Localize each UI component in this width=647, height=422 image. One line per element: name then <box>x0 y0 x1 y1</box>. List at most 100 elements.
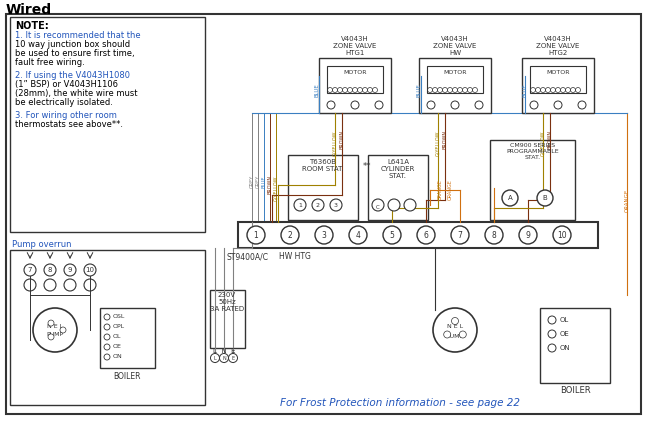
Circle shape <box>475 101 483 109</box>
Text: 7: 7 <box>28 267 32 273</box>
Text: T6360B
ROOM STAT.: T6360B ROOM STAT. <box>302 159 344 172</box>
Text: 1: 1 <box>254 230 258 240</box>
Circle shape <box>427 101 435 109</box>
Text: GREY: GREY <box>256 175 261 188</box>
Text: HW HTG: HW HTG <box>279 252 311 261</box>
Circle shape <box>519 226 537 244</box>
Circle shape <box>24 264 36 276</box>
Text: be electrically isolated.: be electrically isolated. <box>15 98 113 107</box>
Text: thermostats see above**.: thermostats see above**. <box>15 120 123 129</box>
Text: BROWN: BROWN <box>267 175 272 194</box>
Circle shape <box>459 331 466 338</box>
Text: ON: ON <box>560 345 571 351</box>
Text: CM900 SERIES
PROGRAMMABLE
STAT.: CM900 SERIES PROGRAMMABLE STAT. <box>506 143 559 160</box>
Circle shape <box>485 226 503 244</box>
Circle shape <box>452 317 459 325</box>
Text: OSL: OSL <box>113 314 126 319</box>
Bar <box>540 308 610 383</box>
Text: L  N  E: L N E <box>213 348 236 354</box>
Circle shape <box>537 190 553 206</box>
Text: G/YELLOW: G/YELLOW <box>435 130 441 155</box>
Text: 10 way junction box should: 10 way junction box should <box>15 40 130 49</box>
Circle shape <box>64 264 76 276</box>
Text: 10: 10 <box>557 230 567 240</box>
Circle shape <box>84 264 96 276</box>
Text: ORANGE: ORANGE <box>448 180 452 200</box>
Circle shape <box>64 279 76 291</box>
Bar <box>10 17 205 232</box>
Text: N: N <box>222 355 226 360</box>
Circle shape <box>48 320 54 326</box>
Circle shape <box>375 101 383 109</box>
Circle shape <box>210 354 219 362</box>
Text: 1. It is recommended that the: 1. It is recommended that the <box>15 31 140 40</box>
Circle shape <box>48 334 54 340</box>
Text: 1: 1 <box>298 203 302 208</box>
Circle shape <box>349 226 367 244</box>
Text: BLUE: BLUE <box>523 83 528 97</box>
Circle shape <box>351 101 359 109</box>
Text: BLUE: BLUE <box>417 83 422 97</box>
Bar <box>530 66 586 93</box>
Bar <box>288 155 358 220</box>
Circle shape <box>451 101 459 109</box>
Text: G/YELLOW: G/YELLOW <box>333 130 338 155</box>
Text: 3: 3 <box>322 230 327 240</box>
Text: G/YELLOW: G/YELLOW <box>540 130 545 155</box>
Circle shape <box>444 331 451 338</box>
Circle shape <box>417 226 435 244</box>
Text: L: L <box>214 355 216 360</box>
Circle shape <box>548 344 556 352</box>
Circle shape <box>60 327 66 333</box>
Text: 8: 8 <box>492 230 496 240</box>
Text: NOTE:: NOTE: <box>15 21 49 31</box>
Circle shape <box>24 279 36 291</box>
Text: G/YELLOW: G/YELLOW <box>274 175 278 200</box>
Circle shape <box>104 334 110 340</box>
Circle shape <box>388 199 400 211</box>
Bar <box>522 58 594 113</box>
Text: BROWN: BROWN <box>340 130 344 149</box>
Text: OL: OL <box>113 334 122 339</box>
Text: Wired: Wired <box>6 3 52 17</box>
Text: 8: 8 <box>48 267 52 273</box>
Circle shape <box>433 308 477 352</box>
Text: ORANGE: ORANGE <box>624 188 630 211</box>
Circle shape <box>104 324 110 330</box>
Circle shape <box>404 199 416 211</box>
Text: 9: 9 <box>525 230 531 240</box>
Text: (28mm), the white wire must: (28mm), the white wire must <box>15 89 138 98</box>
Bar <box>427 66 483 93</box>
Bar <box>327 66 383 93</box>
Text: BOILER: BOILER <box>113 372 141 381</box>
Text: BLUE: BLUE <box>315 83 320 97</box>
Circle shape <box>44 264 56 276</box>
Text: fault free wiring.: fault free wiring. <box>15 58 85 67</box>
Circle shape <box>281 226 299 244</box>
Text: GREY: GREY <box>250 175 254 188</box>
Text: For Frost Protection information - see page 22: For Frost Protection information - see p… <box>280 398 520 408</box>
Bar <box>238 222 598 248</box>
Text: (1” BSP) or V4043H1106: (1” BSP) or V4043H1106 <box>15 80 118 89</box>
Text: 6: 6 <box>424 230 428 240</box>
Bar <box>319 58 391 113</box>
Text: MOTOR: MOTOR <box>443 70 466 75</box>
Bar <box>10 250 205 405</box>
Text: 230V
50Hz
3A RATED: 230V 50Hz 3A RATED <box>210 292 244 312</box>
Circle shape <box>578 101 586 109</box>
Text: N E L: N E L <box>447 324 463 329</box>
Text: 10: 10 <box>85 267 94 273</box>
Circle shape <box>44 279 56 291</box>
Text: be used to ensure first time,: be used to ensure first time, <box>15 49 135 58</box>
Text: 3: 3 <box>334 203 338 208</box>
Text: A: A <box>508 195 512 201</box>
Text: 2: 2 <box>316 203 320 208</box>
Circle shape <box>247 226 265 244</box>
Circle shape <box>228 354 237 362</box>
Circle shape <box>530 101 538 109</box>
Bar <box>100 308 155 368</box>
Circle shape <box>548 330 556 338</box>
Circle shape <box>104 314 110 320</box>
Text: 7: 7 <box>457 230 463 240</box>
Text: BROWN: BROWN <box>547 130 553 149</box>
